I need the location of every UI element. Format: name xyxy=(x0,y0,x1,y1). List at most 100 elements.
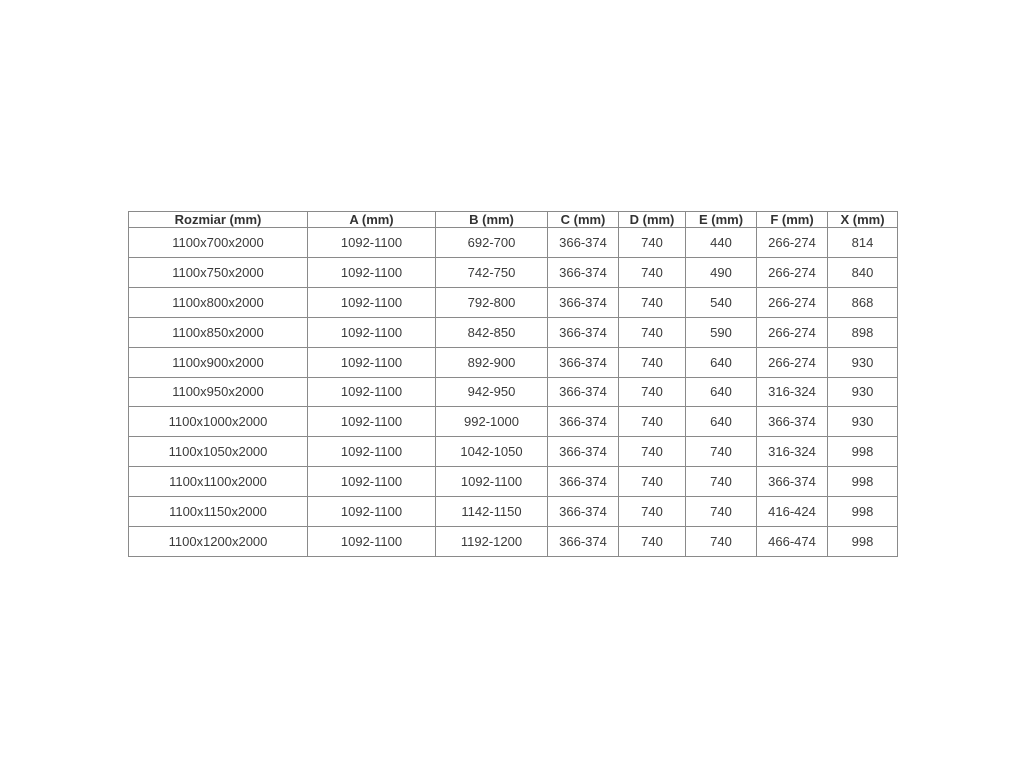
table-cell: 1100x700x2000 xyxy=(128,227,308,258)
table-cell: 1100x750x2000 xyxy=(128,256,308,288)
dimensions-table-container: Rozmiar (mm) A (mm) B (mm) C (mm) D (mm) E (m… xyxy=(128,211,898,557)
table-cell: 814 xyxy=(827,227,898,258)
table-row: 1100x1150x2000 1092-1100 1142-1150 366-374 7… xyxy=(128,496,898,528)
table-cell: 466-474 xyxy=(756,526,828,557)
table-cell: 366-374 xyxy=(756,466,828,498)
table-cell: 366-374 xyxy=(547,376,619,408)
table-cell: 1092-1100 xyxy=(307,316,436,348)
table-cell: 316-324 xyxy=(756,436,828,468)
table-cell: 740 xyxy=(618,316,686,348)
table-cell: 742-750 xyxy=(435,256,548,288)
table-cell: 366-374 xyxy=(547,406,619,438)
table-cell: 740 xyxy=(685,526,757,557)
table-cell: 316-324 xyxy=(756,376,828,408)
table-cell: 840 xyxy=(827,256,898,288)
table-cell: 366-374 xyxy=(547,466,619,498)
table-cell: 1100x800x2000 xyxy=(128,286,308,318)
table-cell: 366-374 xyxy=(547,256,619,288)
table-row: 1100x750x2000 1092-1100 742-750 366-374 740 4… xyxy=(128,256,898,288)
table-cell: 366-374 xyxy=(547,316,619,348)
table-cell: 740 xyxy=(618,286,686,318)
table-cell: 416-424 xyxy=(756,496,828,528)
table-cell: 266-274 xyxy=(756,256,828,288)
table-cell: 1092-1100 xyxy=(307,227,436,258)
table-cell: 842-850 xyxy=(435,316,548,348)
table-cell: 740 xyxy=(618,376,686,408)
column-header: B (mm) xyxy=(435,211,548,228)
table-cell: 740 xyxy=(618,227,686,258)
table-cell: 992-1000 xyxy=(435,406,548,438)
table-cell: 1100x850x2000 xyxy=(128,316,308,348)
table-cell: 930 xyxy=(827,346,898,378)
table-cell: 740 xyxy=(618,256,686,288)
table-cell: 892-900 xyxy=(435,346,548,378)
table-cell: 740 xyxy=(618,346,686,378)
dimensions-table: Rozmiar (mm) A (mm) B (mm) C (mm) D (mm) E (m… xyxy=(128,211,898,557)
table-cell: 1092-1100 xyxy=(307,406,436,438)
table-cell: 366-374 xyxy=(547,496,619,528)
table-cell: 1092-1100 xyxy=(307,496,436,528)
table-cell: 942-950 xyxy=(435,376,548,408)
column-header: D (mm) xyxy=(618,211,686,228)
table-cell: 740 xyxy=(685,496,757,528)
table-row: 1100x700x2000 1092-1100 692-700 366-374 740 4… xyxy=(128,227,898,258)
table-cell: 1092-1100 xyxy=(307,436,436,468)
table-row: 1100x1100x2000 1092-1100 1092-1100 366-374 7… xyxy=(128,466,898,498)
table-cell: 1142-1150 xyxy=(435,496,548,528)
table-cell: 1100x950x2000 xyxy=(128,376,308,408)
table-cell: 366-374 xyxy=(547,346,619,378)
table-cell: 930 xyxy=(827,406,898,438)
table-row: 1100x950x2000 1092-1100 942-950 366-374 740 6… xyxy=(128,376,898,408)
table-cell: 1100x1200x2000 xyxy=(128,526,308,557)
table-cell: 740 xyxy=(618,466,686,498)
table-cell: 1092-1100 xyxy=(307,286,436,318)
column-header: Rozmiar (mm) xyxy=(128,211,308,228)
column-header: F (mm) xyxy=(756,211,828,228)
table-cell: 266-274 xyxy=(756,346,828,378)
table-cell: 1092-1100 xyxy=(307,376,436,408)
table-cell: 740 xyxy=(618,436,686,468)
table-cell: 740 xyxy=(685,466,757,498)
table-cell: 1100x1100x2000 xyxy=(128,466,308,498)
table-cell: 540 xyxy=(685,286,757,318)
table-cell: 366-374 xyxy=(547,436,619,468)
table-cell: 266-274 xyxy=(756,316,828,348)
table-cell: 266-274 xyxy=(756,227,828,258)
table-cell: 366-374 xyxy=(547,227,619,258)
table-cell: 868 xyxy=(827,286,898,318)
table-row: 1100x1200x2000 1092-1100 1192-1200 366-374 7… xyxy=(128,526,898,557)
table-cell: 1100x1000x2000 xyxy=(128,406,308,438)
table-cell: 1042-1050 xyxy=(435,436,548,468)
table-cell: 1100x1050x2000 xyxy=(128,436,308,468)
table-cell: 740 xyxy=(685,436,757,468)
table-cell: 1100x1150x2000 xyxy=(128,496,308,528)
table-cell: 1092-1100 xyxy=(307,346,436,378)
table-cell: 640 xyxy=(685,406,757,438)
table-cell: 490 xyxy=(685,256,757,288)
table-cell: 640 xyxy=(685,376,757,408)
column-header: A (mm) xyxy=(307,211,436,228)
table-row: 1100x850x2000 1092-1100 842-850 366-374 740 5… xyxy=(128,316,898,348)
table-cell: 590 xyxy=(685,316,757,348)
table-cell: 640 xyxy=(685,346,757,378)
table-cell: 692-700 xyxy=(435,227,548,258)
table-cell: 930 xyxy=(827,376,898,408)
table-cell: 898 xyxy=(827,316,898,348)
table-cell: 998 xyxy=(827,526,898,557)
column-header: X (mm) xyxy=(827,211,898,228)
table-row: 1100x800x2000 1092-1100 792-800 366-374 740 5… xyxy=(128,286,898,318)
table-cell: 740 xyxy=(618,406,686,438)
table-header: Rozmiar (mm) A (mm) B (mm) C (mm) D (mm) E (m… xyxy=(128,211,898,228)
table-cell: 998 xyxy=(827,496,898,528)
table-cell: 440 xyxy=(685,227,757,258)
table-cell: 366-374 xyxy=(547,526,619,557)
table-row: 1100x900x2000 1092-1100 892-900 366-374 740 6… xyxy=(128,346,898,378)
column-header: C (mm) xyxy=(547,211,619,228)
table-cell: 266-274 xyxy=(756,286,828,318)
table-header-row: Rozmiar (mm) A (mm) B (mm) C (mm) D (mm) E (m… xyxy=(128,211,898,228)
table-cell: 792-800 xyxy=(435,286,548,318)
table-cell: 1192-1200 xyxy=(435,526,548,557)
table-cell: 998 xyxy=(827,436,898,468)
table-cell: 366-374 xyxy=(547,286,619,318)
table-row: 1100x1050x2000 1092-1100 1042-1050 366-374 7… xyxy=(128,436,898,468)
